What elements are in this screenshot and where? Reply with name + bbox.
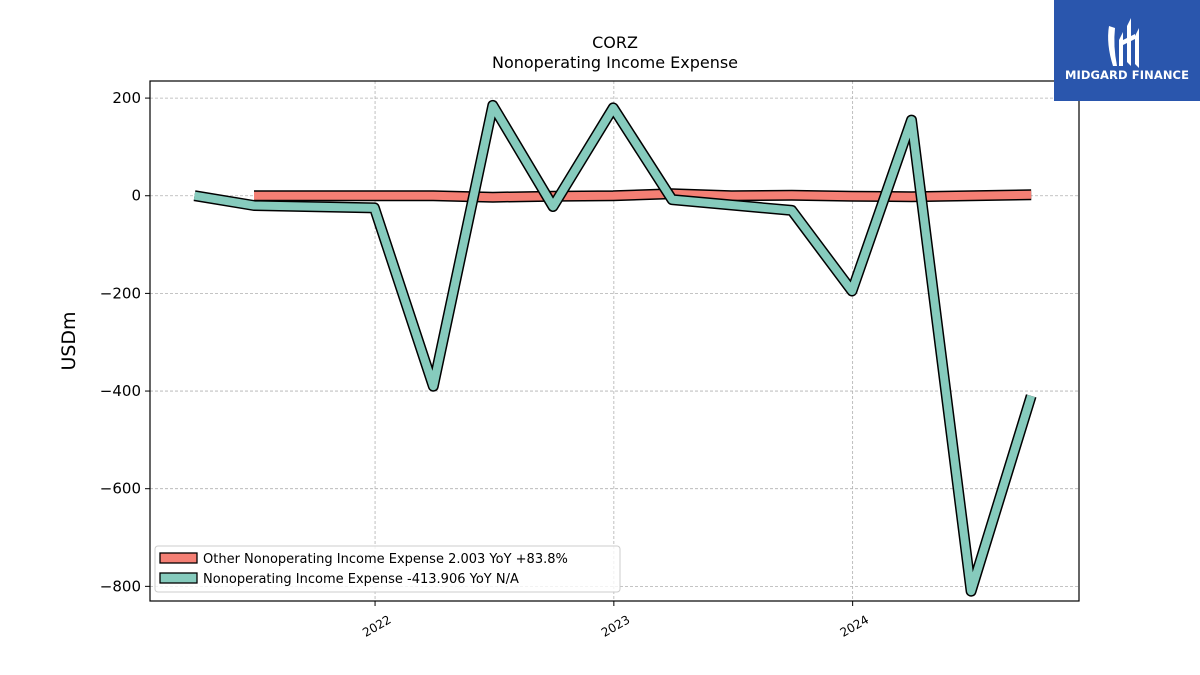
chart-title: CORZ	[592, 33, 638, 52]
series-lines	[193, 99, 1037, 597]
x-tick-label: 2022	[360, 612, 393, 639]
midgard-logo-icon	[1108, 18, 1139, 68]
x-tick-label: 2024	[838, 612, 871, 639]
legend: Other Nonoperating Income Expense 2.003 …	[154, 545, 621, 593]
legend-label: Nonoperating Income Expense -413.906 YoY…	[203, 572, 519, 587]
y-axis-label: USDm	[58, 311, 80, 370]
y-tick-label: −200	[100, 284, 141, 302]
y-tick-label: −400	[100, 382, 141, 400]
x-tick-label: 2023	[599, 612, 632, 639]
series-line	[254, 189, 1032, 202]
y-tick-label: −800	[100, 577, 141, 595]
x-axis: 2022 2023 2024	[360, 601, 871, 640]
chart-subtitle: Nonoperating Income Expense	[492, 53, 738, 72]
legend-label: Other Nonoperating Income Expense 2.003 …	[203, 552, 568, 567]
series-line-outline	[193, 99, 1037, 597]
y-tick-label: 200	[112, 89, 141, 107]
y-tick-label: 0	[131, 187, 141, 205]
plot-area-frame	[149, 80, 1080, 602]
y-axis: 200 0 −200 −400 −600 −800	[100, 89, 150, 595]
logo-text: MIDGARD FINANCE	[1064, 68, 1190, 82]
series-line	[193, 101, 1036, 596]
legend-swatch	[159, 552, 198, 564]
y-tick-label: −600	[100, 480, 141, 498]
legend-swatch	[159, 572, 198, 584]
grid	[150, 81, 1079, 601]
legend-frame	[154, 545, 621, 593]
midgard-finance-logo: MIDGARD FINANCE	[1054, 0, 1200, 101]
